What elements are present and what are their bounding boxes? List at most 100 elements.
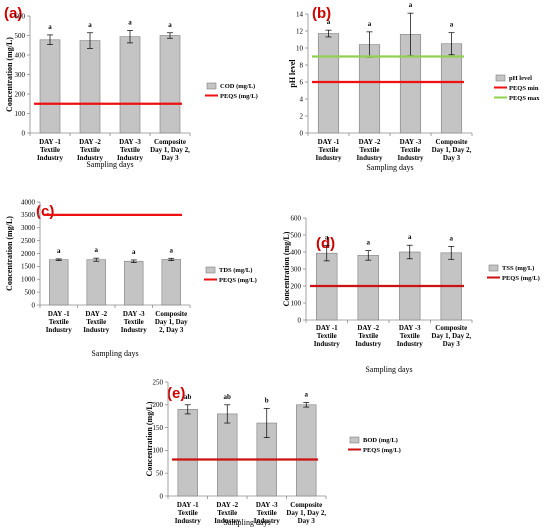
- y-axis-label: Concentration (mg/L): [145, 401, 154, 476]
- bar: [161, 259, 181, 306]
- category-label: Day 1, Day 2,: [150, 146, 190, 154]
- category-label: Composite: [155, 310, 187, 318]
- bar: [119, 36, 141, 134]
- y-tick-label: 0: [300, 129, 304, 137]
- significance-label: a: [168, 21, 172, 29]
- y-tick-label: 100: [153, 447, 164, 455]
- y-tick-label: 2500: [21, 237, 36, 245]
- significance-label: a: [88, 21, 92, 29]
- category-label: Day 1, Day 2,: [286, 509, 326, 517]
- y-tick-label: 0: [32, 301, 36, 309]
- legend-entry-line: PEQS (mg/L): [363, 447, 401, 454]
- category-label: Industry: [397, 154, 424, 162]
- legend-swatch-bar: [495, 74, 506, 82]
- bar: [49, 259, 69, 306]
- bar: [317, 33, 340, 134]
- category-label: Industry: [397, 340, 424, 348]
- category-label: Day 1, Day 2,: [431, 332, 471, 340]
- category-label: DAY -1: [177, 501, 199, 509]
- category-label: Industry: [117, 154, 144, 162]
- legend-entry-line: PEQS (mg/L): [219, 277, 257, 284]
- category-label: Industry: [121, 326, 148, 334]
- significance-label: a: [408, 233, 412, 241]
- y-tick-label: 50: [156, 470, 164, 478]
- category-label: DAY -1: [318, 138, 340, 146]
- y-axis-label: Concentration (mg/L): [5, 216, 14, 291]
- legend-entry-line: PEQS (mg/L): [220, 93, 258, 100]
- category-label: DAY -3: [256, 501, 278, 509]
- y-tick-label: 400: [291, 248, 302, 256]
- y-tick-label: 500: [25, 288, 36, 296]
- category-label: Textile: [317, 332, 337, 340]
- significance-label: a: [305, 391, 309, 399]
- category-label: DAY -3: [400, 138, 422, 146]
- category-label: Day 1, Day 2,: [432, 146, 472, 154]
- bar: [79, 40, 101, 134]
- category-label: Composite: [290, 501, 322, 509]
- category-label: Textile: [360, 146, 380, 154]
- y-tick-label: 500: [15, 32, 26, 40]
- x-axis-label: Sampling days: [365, 365, 412, 374]
- category-label: Textile: [319, 146, 339, 154]
- legend-entry-bar: BOD (mg/L): [363, 437, 398, 444]
- y-tick-label: 500: [291, 231, 302, 239]
- legend-entry-line: PEQS min: [509, 85, 539, 92]
- significance-label: a: [327, 18, 331, 26]
- y-tick-label: 6: [300, 78, 304, 86]
- y-tick-label: 200: [291, 282, 302, 290]
- significance-label: a: [132, 248, 136, 256]
- category-label: Composite: [435, 324, 467, 332]
- category-label: 2, Day 3: [159, 326, 184, 334]
- category-label: DAY -3: [119, 138, 141, 146]
- significance-label: a: [367, 239, 371, 247]
- category-label: Day 3: [161, 154, 179, 162]
- category-label: Textile: [178, 509, 198, 517]
- category-label: DAY -2: [85, 310, 107, 318]
- significance-label: ab: [184, 393, 192, 401]
- y-tick-label: 0: [160, 492, 164, 500]
- category-label: Day 3: [443, 340, 461, 348]
- y-tick-label: 1500: [21, 263, 36, 271]
- category-label: DAY -2: [216, 501, 238, 509]
- y-tick-label: 4000: [21, 198, 36, 206]
- category-label: DAY -1: [316, 324, 338, 332]
- significance-label: a: [57, 247, 61, 255]
- category-label: Textile: [120, 146, 140, 154]
- category-label: Composite: [154, 138, 186, 146]
- bar: [86, 259, 106, 306]
- bar: [124, 260, 144, 306]
- legend-entry-bar: TSS (mg/L): [502, 265, 534, 272]
- category-label: Industry: [175, 517, 202, 525]
- y-tick-label: 2000: [21, 250, 36, 258]
- bar: [159, 35, 181, 134]
- y-tick-label: 12: [296, 27, 304, 35]
- significance-label: a: [48, 23, 52, 31]
- y-tick-label: 8: [300, 61, 304, 69]
- y-tick-label: 3000: [21, 224, 36, 232]
- category-label: Industry: [214, 517, 241, 525]
- significance-label: a: [95, 246, 99, 254]
- category-label: Textile: [49, 318, 69, 326]
- x-axis-label: Sampling days: [366, 163, 413, 172]
- x-axis-label: Sampling days: [91, 349, 138, 358]
- x-axis-label: Sampling days: [223, 518, 270, 527]
- category-label: Textile: [80, 146, 100, 154]
- y-tick-label: 0: [22, 129, 26, 137]
- panel-label: (b): [312, 5, 331, 22]
- category-label: DAY -3: [123, 310, 145, 318]
- bar: [177, 409, 198, 497]
- significance-label: a: [325, 234, 329, 242]
- bar: [296, 404, 317, 497]
- bar: [217, 413, 238, 497]
- y-tick-label: 300: [291, 265, 302, 273]
- chart-panel-3: (c) 0 500 1000 1500 2000 2500 3000 3500 4000 a DAY …: [5, 198, 257, 358]
- category-label: DAY -1: [48, 310, 70, 318]
- legend-entry-bar: pH level: [509, 75, 532, 82]
- bar: [39, 39, 61, 134]
- category-label: Day 3: [298, 517, 316, 525]
- significance-label: a: [170, 246, 174, 254]
- category-label: Industry: [254, 517, 281, 525]
